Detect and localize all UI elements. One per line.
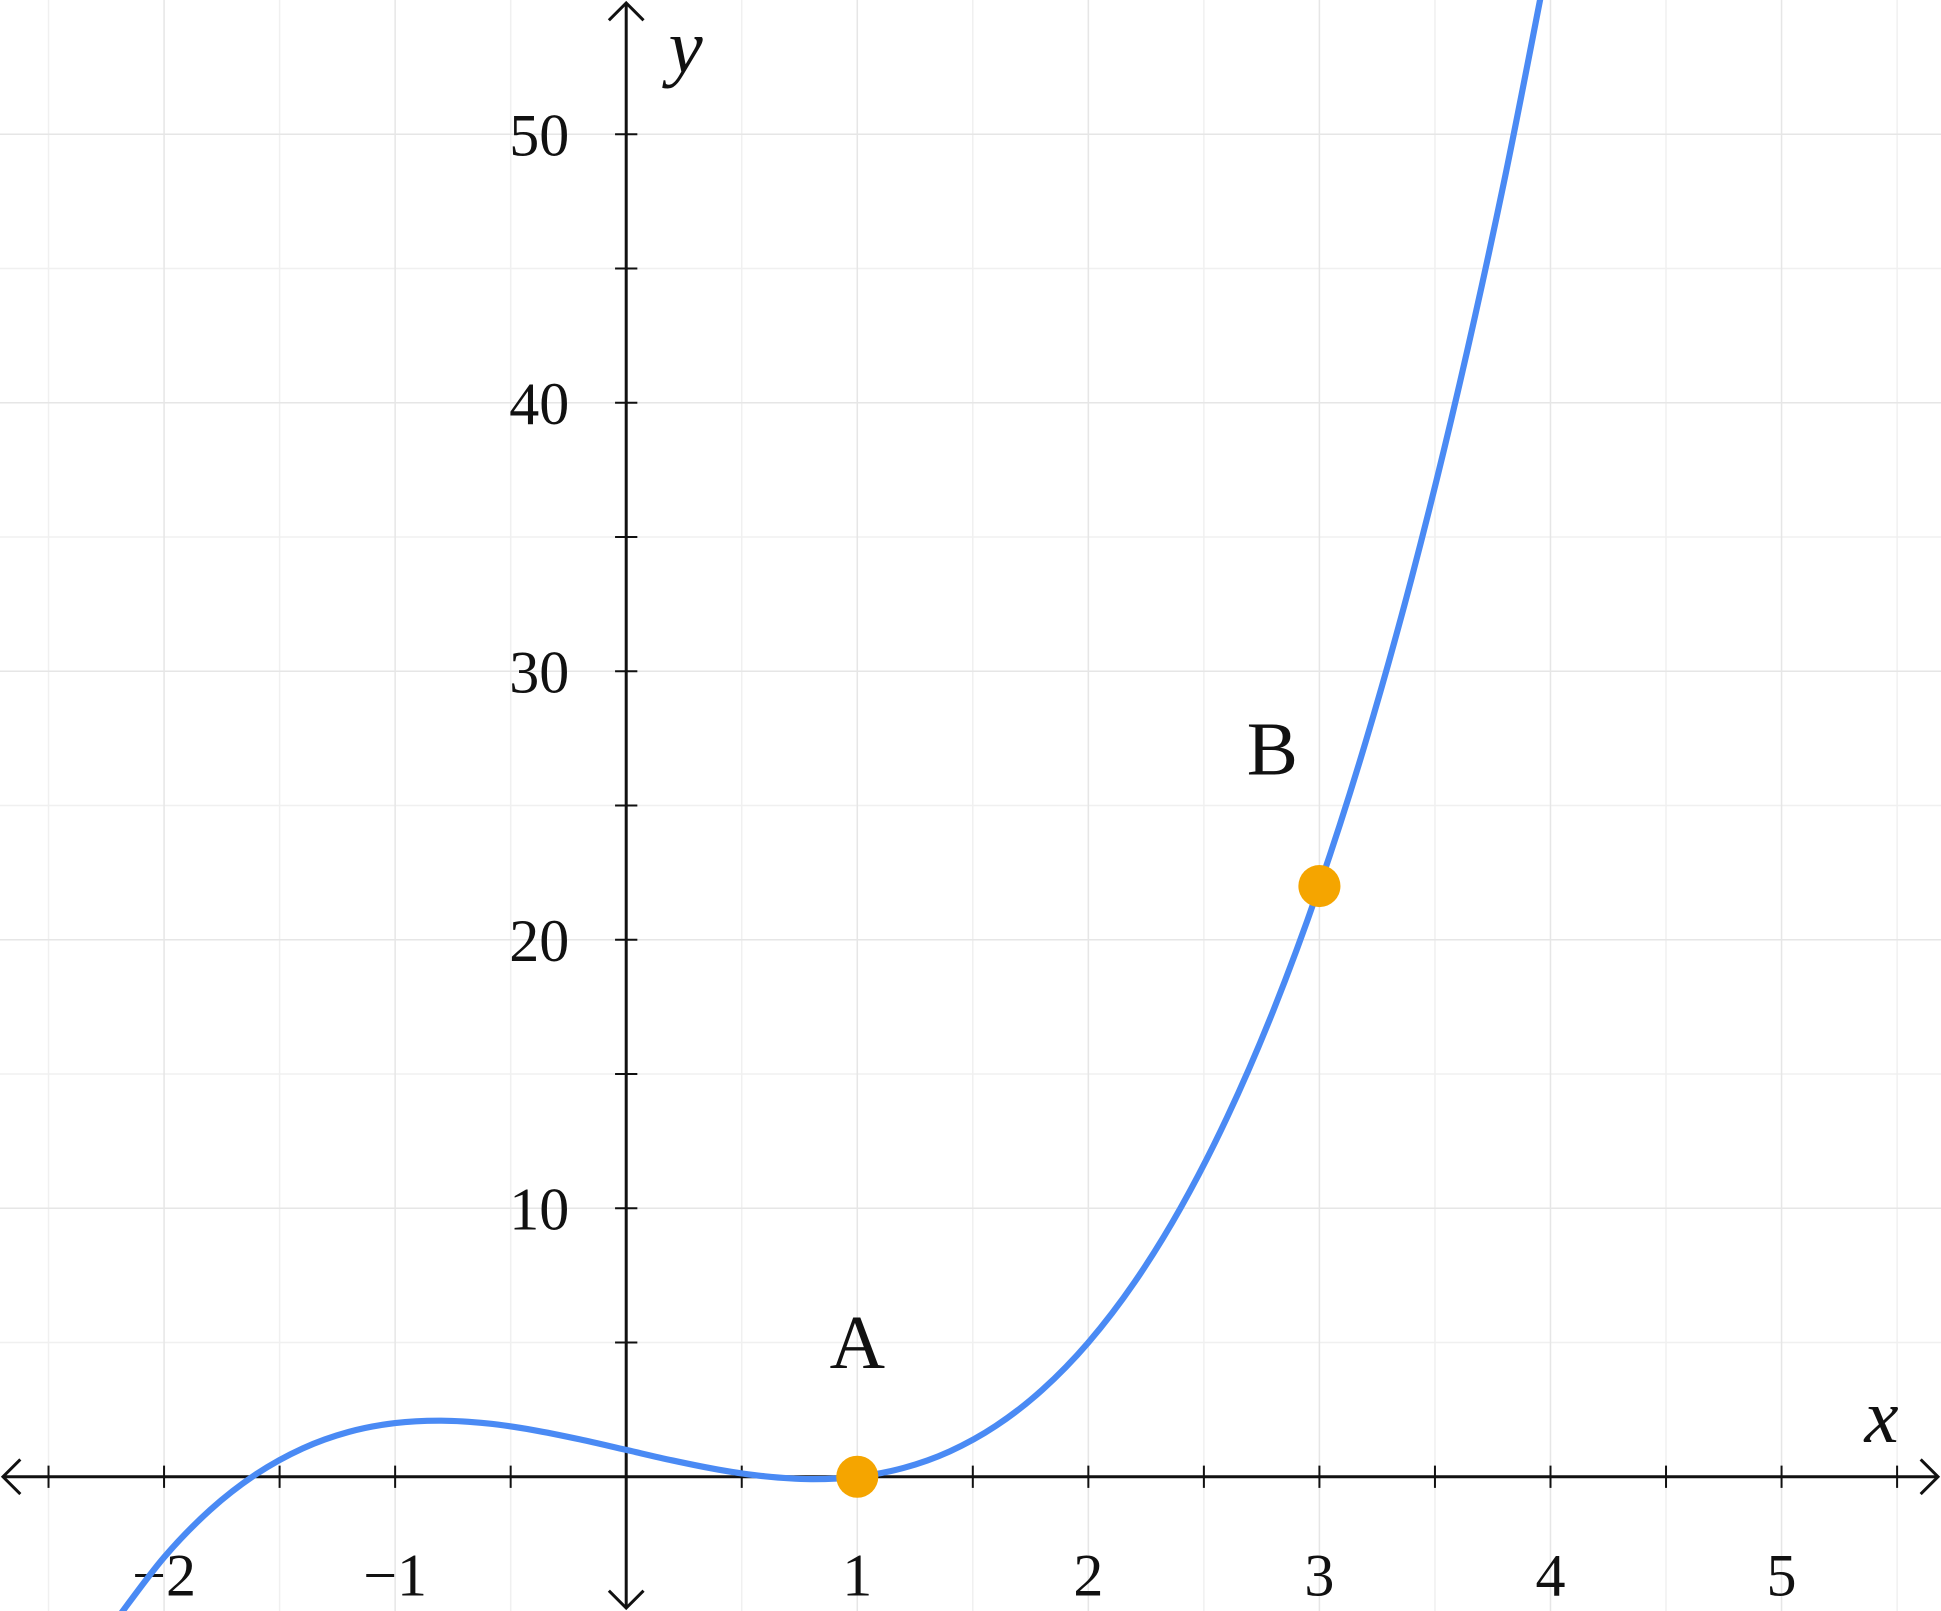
arrow-head bbox=[607, 1589, 645, 1611]
arrow-head bbox=[607, 0, 645, 22]
arrow-head bbox=[0, 1458, 22, 1496]
x-tick-label: −2 bbox=[132, 1543, 196, 1609]
y-tick-label: 20 bbox=[509, 908, 569, 974]
x-tick-label: 2 bbox=[1073, 1543, 1103, 1609]
x-tick-label: 1 bbox=[842, 1543, 872, 1609]
point bbox=[836, 1455, 879, 1498]
x-tick-label: 5 bbox=[1767, 1543, 1797, 1609]
point-label: B bbox=[1247, 707, 1298, 792]
arrow-head bbox=[1919, 1458, 1941, 1496]
point bbox=[1298, 865, 1341, 908]
y-tick-label: 30 bbox=[509, 639, 569, 705]
plot-area bbox=[118, 0, 1544, 1611]
x-tick-label: −1 bbox=[363, 1543, 427, 1609]
x-axis-label: x bbox=[1864, 1374, 1899, 1459]
curve bbox=[118, 0, 1544, 1611]
y-tick-label: 10 bbox=[509, 1176, 569, 1242]
y-tick-label: 50 bbox=[509, 102, 569, 168]
y-tick-label: 40 bbox=[509, 371, 569, 437]
x-tick-label: 4 bbox=[1535, 1543, 1565, 1609]
point-label: A bbox=[830, 1300, 885, 1385]
y-axis-label: y bbox=[662, 4, 704, 89]
x-tick-label: 3 bbox=[1304, 1543, 1334, 1609]
